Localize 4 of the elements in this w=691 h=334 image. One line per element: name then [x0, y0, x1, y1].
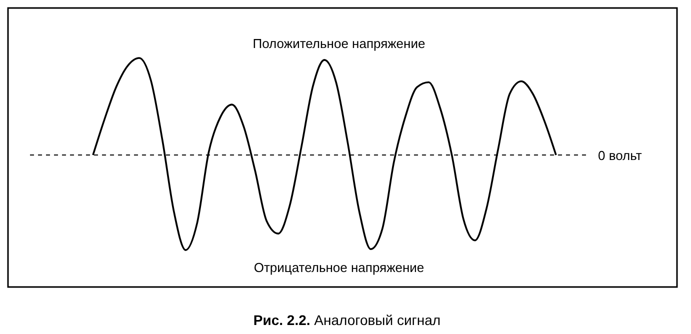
text: Рис. 2.2. Аналоговый сигнал	[253, 312, 441, 328]
text: Положительное напряжение	[252, 36, 426, 51]
ref-line-label: 0 вольт	[598, 148, 642, 163]
text: Отрицательное напряжение	[254, 260, 424, 275]
